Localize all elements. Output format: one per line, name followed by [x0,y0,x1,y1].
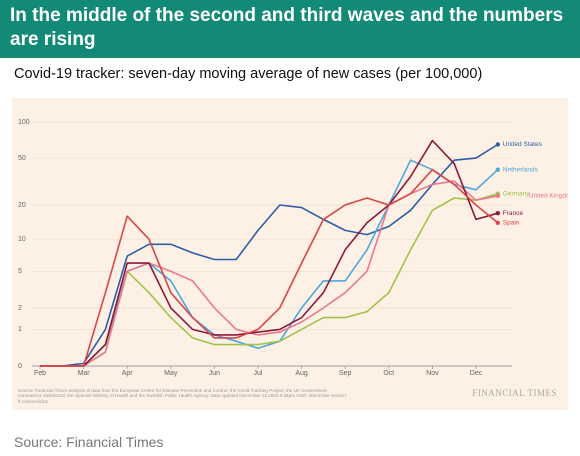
series-label: Spain [503,220,520,227]
series-line [40,139,499,367]
title-banner [0,0,580,58]
note: Source: Financial Times analysis of data… [18,388,348,404]
y-tick-label: 2 [18,305,22,312]
title: In the middle of the second and third wa… [10,5,564,50]
note-box: Source: Financial Times analysis of data… [18,388,348,404]
x-tick-label: Sep [339,370,352,377]
y-tick-label: 5 [18,268,22,275]
x-tick-label: Feb [34,370,46,377]
series-line [40,143,499,367]
x-tick-label: May [164,370,178,377]
x-tick-label: Jul [254,370,263,377]
chart-background [12,98,568,410]
x-tick-label: Nov [426,370,439,377]
series-label: United States [503,141,543,148]
x-tick-label: Jun [209,370,220,377]
y-tick-label: 1 [18,326,22,333]
x-tick-label: Aug [295,370,308,377]
x-tick-label: Mar [78,370,91,377]
series-label: United Kingdom [529,193,568,200]
x-tick-label: Apr [122,370,134,377]
end-point [495,167,500,172]
y-tick-label: 10 [18,236,26,243]
x-tick-label: Dec [470,370,483,377]
subtitle: Covid-19 tracker: seven-day moving avera… [14,66,483,82]
series-label: Germany [503,190,530,197]
y-tick-label: 50 [18,155,26,162]
series-label: France [503,210,524,217]
end-point [495,142,500,147]
series-line [40,180,498,367]
source: Source: Financial Times [14,434,164,450]
end-point [495,210,500,216]
series-label: Netherlands [503,166,539,173]
x-tick-label: Oct [383,370,394,377]
y-tick-label: 20 [18,202,26,209]
y-tick-label: 0 [18,363,22,370]
end-point [495,193,500,199]
end-point [495,220,500,226]
series-line [40,168,499,367]
series-line [40,159,499,367]
y-tick-label: 100 [18,119,30,126]
brand: FINANCIAL TIMES [472,388,557,398]
chart: Source: Financial Times analysis of data… [12,98,568,410]
